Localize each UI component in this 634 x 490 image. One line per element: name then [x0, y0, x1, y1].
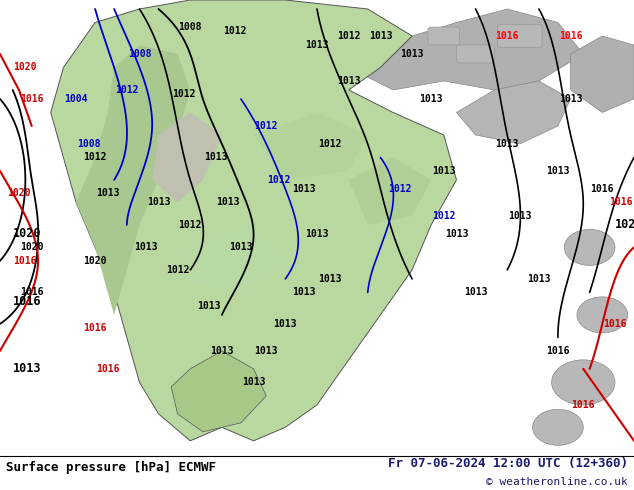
Text: 1012: 1012	[172, 90, 196, 99]
Circle shape	[533, 409, 583, 445]
Text: 1013: 1013	[508, 211, 532, 221]
Text: 1012: 1012	[254, 121, 278, 131]
Text: 1013: 1013	[495, 139, 519, 149]
Text: 1013: 1013	[216, 197, 240, 207]
Text: 1016: 1016	[603, 319, 627, 329]
Text: 1016: 1016	[546, 346, 570, 356]
Text: 1013: 1013	[96, 189, 120, 198]
Text: 1020: 1020	[83, 256, 107, 266]
Text: 1013: 1013	[419, 94, 443, 104]
Polygon shape	[254, 113, 368, 180]
FancyBboxPatch shape	[456, 45, 495, 63]
Text: 1013: 1013	[463, 287, 488, 297]
Text: 1013: 1013	[242, 377, 266, 388]
Text: 1016: 1016	[590, 184, 614, 194]
Text: 1012: 1012	[178, 220, 202, 230]
Text: 1013: 1013	[13, 362, 41, 375]
Polygon shape	[349, 9, 583, 90]
Text: 1016: 1016	[13, 256, 37, 266]
Text: 1020: 1020	[13, 62, 37, 73]
Circle shape	[577, 297, 628, 333]
Text: 1013: 1013	[273, 319, 297, 329]
Polygon shape	[456, 81, 571, 144]
Text: 1020: 1020	[20, 243, 44, 252]
Text: 1008: 1008	[77, 139, 101, 149]
Text: 1013: 1013	[305, 40, 329, 50]
Text: 1013: 1013	[337, 76, 361, 86]
Text: 1016: 1016	[96, 364, 120, 374]
Circle shape	[552, 360, 615, 405]
Text: 1020: 1020	[7, 189, 31, 198]
Text: 1012: 1012	[223, 26, 247, 36]
Text: 1008: 1008	[178, 22, 202, 32]
Text: 1013: 1013	[229, 243, 253, 252]
Polygon shape	[152, 113, 222, 202]
Text: 1004: 1004	[64, 94, 88, 104]
Text: 1012: 1012	[432, 211, 456, 221]
Text: 1016: 1016	[20, 287, 44, 297]
Text: 1013: 1013	[146, 197, 171, 207]
Text: 1012: 1012	[165, 265, 190, 275]
Polygon shape	[571, 36, 634, 113]
Text: 1013: 1013	[527, 274, 551, 284]
Text: 1020: 1020	[13, 227, 41, 241]
Text: 1013: 1013	[134, 243, 158, 252]
Text: 1013: 1013	[204, 152, 228, 163]
Text: Surface pressure [hPa] ECMWF: Surface pressure [hPa] ECMWF	[6, 462, 216, 474]
Text: 1013: 1013	[318, 274, 342, 284]
Text: 1013: 1013	[292, 287, 316, 297]
Polygon shape	[51, 0, 456, 441]
Polygon shape	[171, 351, 266, 432]
Text: 1012: 1012	[115, 85, 139, 95]
Text: Fr 07-06-2024 12:00 UTC (12+360): Fr 07-06-2024 12:00 UTC (12+360)	[387, 457, 628, 470]
Text: 1016: 1016	[559, 31, 583, 41]
Text: 1012: 1012	[387, 184, 411, 194]
Polygon shape	[178, 225, 285, 293]
Text: 1013: 1013	[559, 94, 583, 104]
Text: 1012: 1012	[267, 175, 291, 185]
Text: 1012: 1012	[337, 31, 361, 41]
Text: 1013: 1013	[432, 166, 456, 176]
FancyBboxPatch shape	[498, 24, 542, 47]
Text: 1013: 1013	[400, 49, 424, 59]
Text: 1013: 1013	[254, 346, 278, 356]
Text: 1016: 1016	[13, 295, 41, 308]
FancyBboxPatch shape	[428, 27, 460, 45]
Text: 1016: 1016	[20, 94, 44, 104]
Text: 1016: 1016	[495, 31, 519, 41]
Circle shape	[564, 229, 615, 266]
Text: 1013: 1013	[292, 184, 316, 194]
Polygon shape	[349, 157, 431, 225]
Polygon shape	[76, 45, 190, 315]
Text: 1016: 1016	[609, 197, 633, 207]
Text: 1012: 1012	[318, 139, 342, 149]
Text: © weatheronline.co.uk: © weatheronline.co.uk	[486, 477, 628, 487]
Text: 1013: 1013	[368, 31, 392, 41]
Text: 1016: 1016	[83, 323, 107, 333]
Text: 1013: 1013	[197, 301, 221, 311]
Text: 1008: 1008	[127, 49, 152, 59]
Text: 1016: 1016	[571, 400, 595, 410]
Text: 1013: 1013	[210, 346, 234, 356]
Text: 1013: 1013	[546, 166, 570, 176]
Text: 1012: 1012	[83, 152, 107, 163]
Text: 102: 102	[615, 219, 634, 231]
Text: 1013: 1013	[444, 229, 469, 239]
Text: 1013: 1013	[305, 229, 329, 239]
